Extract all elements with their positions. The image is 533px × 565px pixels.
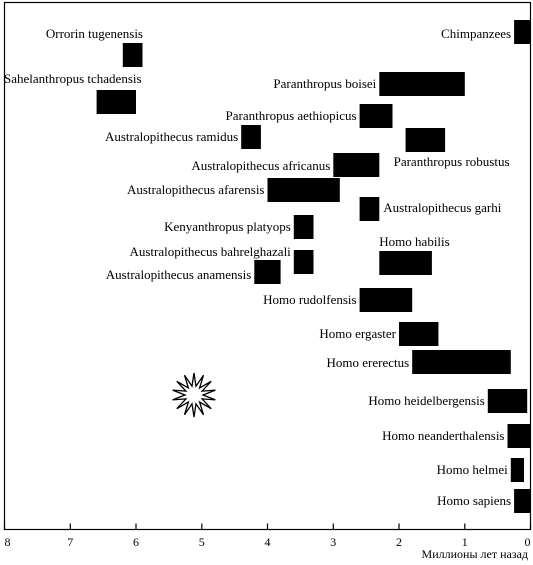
species-label: Australopithecus africanus bbox=[191, 158, 330, 173]
range-bar bbox=[359, 288, 413, 312]
star-icon bbox=[172, 372, 216, 418]
range-bar bbox=[293, 215, 314, 239]
range-bar bbox=[359, 197, 380, 221]
labels-layer: Orrorin tugenensis Sahelanthropus tchaden… bbox=[4, 26, 511, 508]
species-label: Kenyanthropus platyops bbox=[164, 219, 291, 234]
x-tick-label: 2 bbox=[396, 535, 402, 549]
species-label: Homo sapiens bbox=[437, 493, 511, 508]
species-label: Homo helmei bbox=[437, 462, 509, 477]
species-label: Orrorin tugenensis bbox=[46, 26, 143, 41]
x-tick-label: 4 bbox=[265, 535, 271, 549]
range-bar bbox=[359, 104, 393, 128]
range-bar bbox=[379, 72, 465, 96]
species-label: Chimpanzees bbox=[441, 26, 511, 41]
x-tick-label: 1 bbox=[462, 535, 468, 549]
species-label: Homo ererectus bbox=[327, 355, 410, 370]
species-label: Australopithecus ramidus bbox=[105, 129, 238, 144]
range-bar bbox=[510, 458, 524, 482]
x-tick-label: 5 bbox=[199, 535, 205, 549]
range-bar bbox=[96, 90, 136, 114]
species-label: Australopithecus garhi bbox=[383, 200, 501, 215]
x-tick-label: 6 bbox=[133, 535, 139, 549]
species-label: Homo neanderthalensis bbox=[382, 428, 504, 443]
range-bar bbox=[267, 178, 340, 202]
bars-layer bbox=[96, 20, 531, 513]
range-bar bbox=[379, 251, 432, 275]
range-bar bbox=[514, 489, 531, 513]
range-bar bbox=[254, 260, 281, 284]
range-bar bbox=[333, 153, 380, 177]
x-tick-label: 3 bbox=[330, 535, 336, 549]
range-bar bbox=[399, 322, 439, 346]
species-label: Homo heidelbergensis bbox=[368, 393, 484, 408]
range-bar bbox=[293, 250, 314, 274]
range-bar bbox=[405, 128, 446, 152]
species-label: Homo habilis bbox=[379, 234, 449, 249]
species-label: Paranthropus aethiopicus bbox=[226, 108, 357, 123]
species-label: Australopithecus afarensis bbox=[127, 182, 265, 197]
species-label: Paranthropus boisei bbox=[273, 76, 376, 91]
range-bar bbox=[241, 125, 261, 149]
range-bar bbox=[514, 20, 531, 44]
species-label: Australopithecus bahrelghazali bbox=[129, 244, 291, 259]
x-axis-label: Миллионы лет назад bbox=[422, 547, 528, 561]
x-tick-label: 7 bbox=[67, 535, 73, 549]
x-tick-label: 8 bbox=[5, 535, 11, 549]
x-axis-ticks: 8 7 6 5 4 3 2 1 0 bbox=[3, 523, 532, 549]
range-bar bbox=[487, 389, 528, 413]
range-bar bbox=[122, 43, 143, 67]
species-label: Homo ergaster bbox=[319, 326, 396, 341]
species-label: Homo rudolfensis bbox=[263, 292, 357, 307]
range-bar bbox=[412, 350, 511, 374]
range-bar bbox=[507, 424, 531, 448]
x-tick-label: 0 bbox=[525, 535, 531, 549]
species-label: Paranthropus robustus bbox=[394, 154, 510, 169]
species-label: Australopithecus anamensis bbox=[106, 267, 252, 282]
species-label: Sahelanthropus tchadensis bbox=[4, 71, 142, 86]
